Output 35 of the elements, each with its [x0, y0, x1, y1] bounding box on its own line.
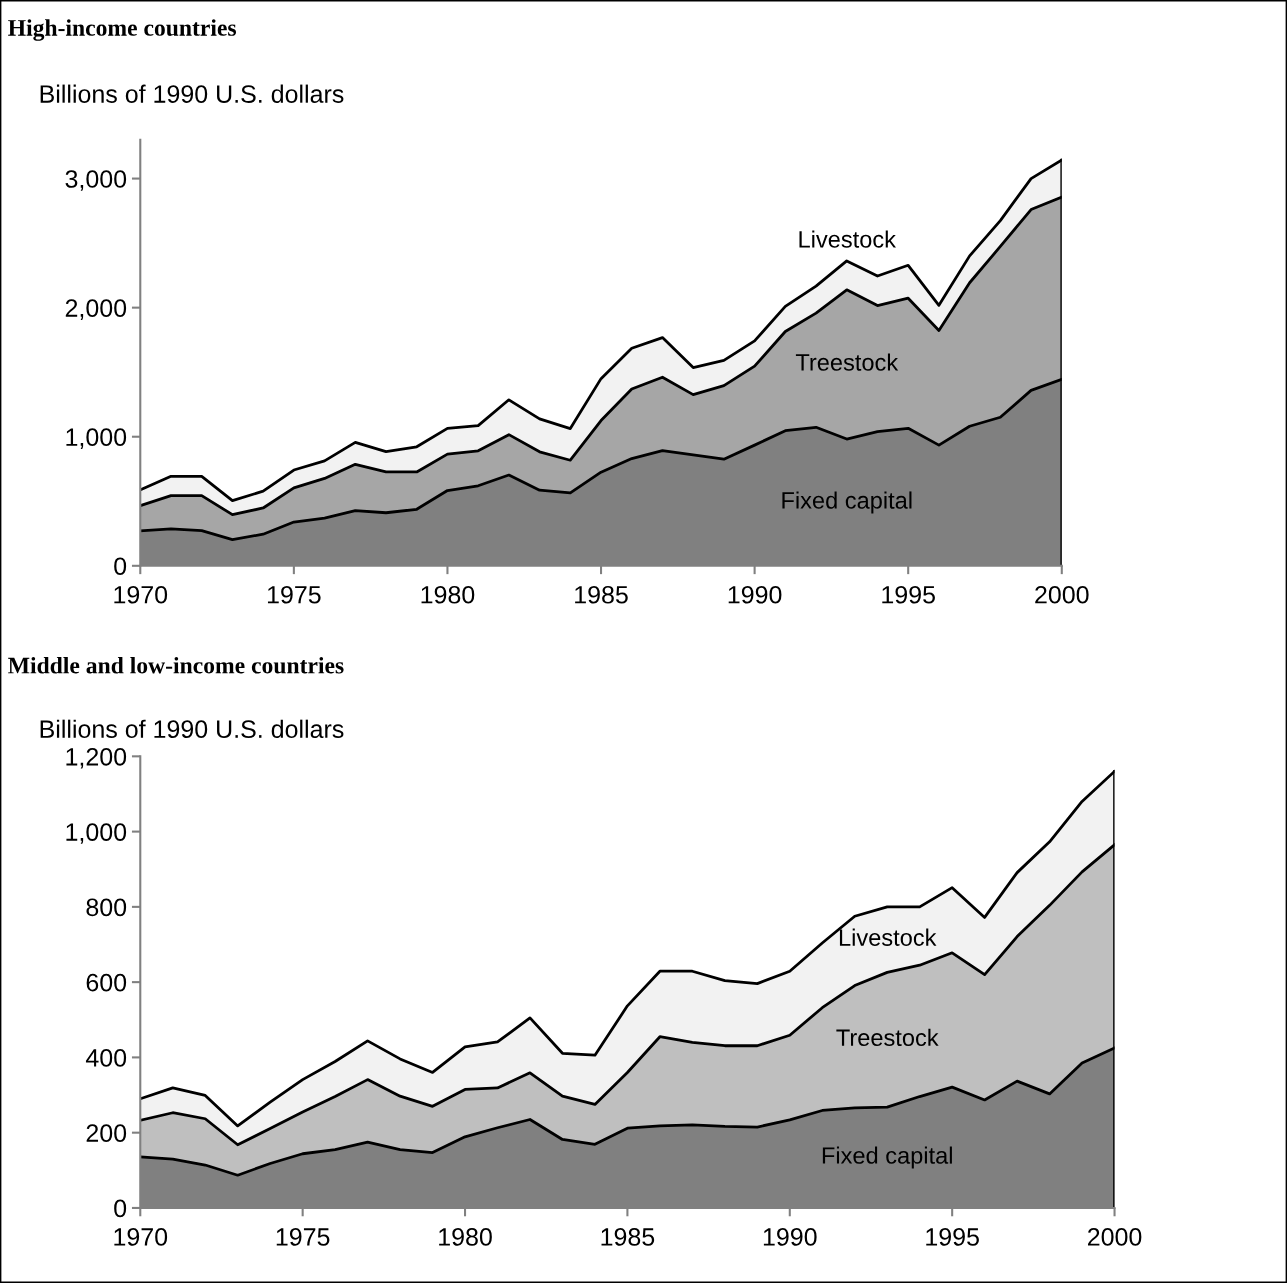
- x-tick-label: 1990: [728, 585, 782, 604]
- y-tick-label: 0: [114, 1199, 127, 1218]
- y-tick-label: 400: [85, 1049, 127, 1067]
- y-tick-label: 2,000: [65, 299, 127, 320]
- x-tick-label: 1985: [575, 585, 628, 604]
- series-label: Fixed capital: [782, 491, 912, 514]
- y-tick-label: 0: [114, 557, 127, 576]
- series-label: Livestock: [799, 230, 897, 248]
- series-label: Fixed capital: [822, 1146, 952, 1169]
- x-tick-label: 1970: [114, 1228, 168, 1246]
- chart-title: Middle and low-income countries: [8, 656, 344, 674]
- y-axis-title: Billions of 1990 U.S. dollars: [40, 84, 344, 103]
- y-tick-label: 200: [86, 1124, 127, 1142]
- chart-title: High-income countries: [8, 19, 237, 41]
- y-axis-title: Billions of 1990 U.S. dollars: [40, 719, 344, 739]
- x-tick-label: 1990: [763, 1228, 817, 1246]
- y-tick-label: 1,000: [66, 428, 127, 449]
- x-tick-label: 1980: [421, 585, 475, 604]
- series-label: Treestock: [836, 1028, 939, 1047]
- y-tick-label: 3,000: [65, 170, 127, 191]
- y-tick-label: 1,200: [66, 747, 127, 769]
- y-tick-label: 600: [86, 973, 127, 992]
- x-tick-label: 1995: [882, 585, 935, 604]
- y-tick-label: 800: [86, 898, 127, 917]
- x-tick-label: 1975: [267, 585, 321, 604]
- x-tick-label: 2000: [1088, 1228, 1142, 1246]
- series-label: Livestock: [839, 928, 937, 946]
- x-tick-label: 1980: [439, 1228, 492, 1246]
- x-tick-label: 1970: [114, 585, 168, 604]
- y-tick-label: 1,000: [66, 823, 127, 844]
- x-tick-label: 1985: [601, 1228, 655, 1246]
- x-tick-label: 1975: [276, 1228, 330, 1246]
- x-tick-label: 1995: [926, 1228, 979, 1246]
- series-label: Treestock: [795, 353, 899, 371]
- x-tick-label: 2000: [1035, 585, 1089, 604]
